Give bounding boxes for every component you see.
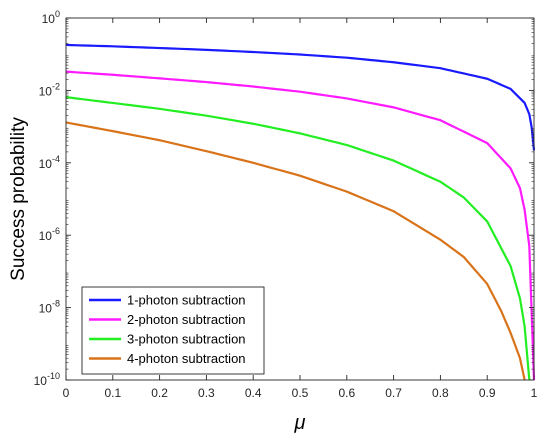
x-tick-label: 0.3	[198, 386, 215, 400]
x-tick-label: 0.7	[385, 386, 402, 400]
series-layer	[65, 43, 536, 381]
legend-label-3: 3-photon subtraction	[127, 332, 246, 347]
legend-label-2: 2-photon subtraction	[127, 312, 246, 327]
x-tick-label: 0.1	[104, 386, 121, 400]
y-tick-label: 10-4	[39, 154, 60, 171]
y-tick-label: 10-2	[39, 81, 60, 98]
series-line-3	[65, 96, 531, 381]
series-line-2	[65, 70, 536, 381]
legend-label-1: 1-photon subtraction	[127, 293, 246, 308]
x-axis-label: μ	[294, 412, 306, 434]
plot-frame	[65, 17, 535, 381]
series-line-4	[65, 121, 526, 381]
x-tick-label: 1	[531, 386, 538, 400]
y-tick-label: 10-10	[34, 371, 60, 388]
x-tick-label: 0.9	[479, 386, 496, 400]
x-tick-label: 0.8	[432, 386, 449, 400]
legend-label-4: 4-photon subtraction	[127, 351, 246, 366]
x-tick-layer: 0 0.1 0.2 0.3 0.4 0.5 0.6 0.7 0.8 0.9 1	[63, 18, 538, 400]
x-tick-label: 0.5	[292, 386, 309, 400]
series-line-1	[65, 43, 536, 151]
y-tick-label: 100	[42, 9, 60, 26]
x-tick-label: 0	[63, 386, 70, 400]
x-tick-label: 0.4	[245, 386, 262, 400]
x-tick-label: 0.6	[338, 386, 355, 400]
legend: 1-photon subtraction 2-photon subtraction…	[81, 286, 265, 375]
y-tick-label: 10-8	[39, 299, 60, 316]
x-tick-label: 0.2	[151, 386, 168, 400]
y-axis-label: Success probability	[8, 117, 29, 281]
y-tick-label: 10-6	[39, 226, 60, 243]
